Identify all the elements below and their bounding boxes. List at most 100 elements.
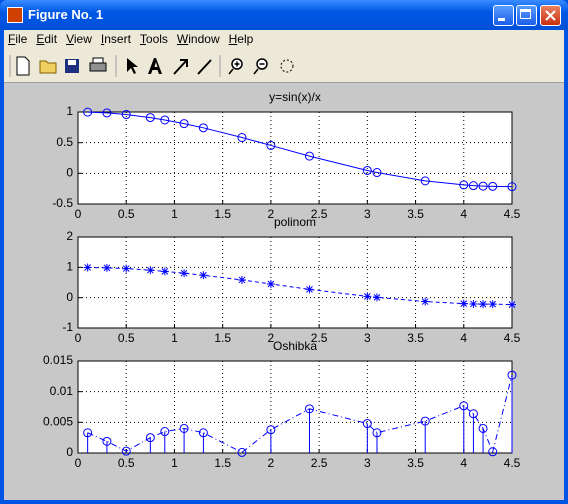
x-tick-label: 3 (364, 456, 371, 470)
x-tick-label: 2 (268, 331, 275, 345)
marker (420, 416, 430, 426)
marker (199, 271, 208, 280)
x-tick-label: 1 (171, 456, 178, 470)
marker (507, 370, 517, 380)
print-button[interactable] (89, 57, 107, 72)
line-button[interactable] (197, 59, 212, 75)
x-tick-label: 1.5 (214, 331, 231, 345)
marker (237, 133, 247, 143)
marker (121, 110, 131, 120)
marker (198, 123, 208, 133)
toolbar (4, 49, 564, 83)
axes (77, 236, 513, 329)
zoom-out-button[interactable] (253, 58, 268, 75)
y-tick-label: 0.5 (56, 135, 73, 149)
minimize-button[interactable] (493, 5, 514, 26)
select-button[interactable] (127, 58, 138, 74)
y-tick-label: 1 (66, 104, 73, 118)
x-tick-label: 4 (460, 456, 467, 470)
data-line (87, 374, 513, 454)
save-button[interactable] (65, 59, 79, 73)
marker (372, 428, 382, 438)
x-tick-label: 4 (460, 331, 467, 345)
toolbar-icons (9, 55, 294, 77)
x-tick-label: 2 (268, 456, 275, 470)
new-button[interactable] (16, 56, 30, 76)
marker (459, 401, 469, 411)
close-button[interactable] (540, 5, 561, 26)
x-tick-label: 4.5 (504, 207, 521, 221)
chart-title: y=sin(x)/x (269, 90, 321, 104)
x-tick-label: 2.5 (311, 456, 328, 470)
x-tick-label: 1 (171, 331, 178, 345)
marker (145, 433, 155, 443)
text-button[interactable] (148, 58, 162, 74)
marker (305, 285, 314, 294)
marker (362, 165, 372, 175)
menu-item[interactable]: Help (228, 32, 254, 46)
marker (468, 181, 478, 191)
rotate-button[interactable] (280, 59, 294, 73)
y-tick-label: 0 (66, 166, 73, 180)
menu-item[interactable]: Insert (100, 32, 131, 46)
axes (77, 360, 513, 454)
x-tick-label: 0.5 (118, 331, 135, 345)
x-tick-label: 1.5 (214, 207, 231, 221)
y-tick-label: 0.015 (43, 353, 73, 367)
title-bar: Figure No. 1 (0, 0, 568, 30)
marker (102, 263, 111, 272)
y-tick-label: 1 (66, 260, 73, 274)
x-tick-label: 1.5 (214, 456, 231, 470)
marker (479, 300, 488, 309)
x-tick-label: 3.5 (407, 331, 424, 345)
axes (77, 111, 513, 205)
chart-title: polinom (274, 215, 316, 229)
marker (372, 293, 381, 302)
x-tick-label: 3.5 (407, 207, 424, 221)
arrow-button[interactable] (173, 59, 188, 75)
window-icon (7, 7, 23, 23)
marker (160, 115, 170, 125)
marker (160, 427, 170, 437)
y-tick-label: 0 (66, 445, 73, 459)
marker (459, 299, 468, 308)
marker (179, 423, 189, 433)
window-title: Figure No. 1 (28, 7, 104, 22)
x-tick-label: 0.5 (118, 456, 135, 470)
marker (363, 292, 372, 301)
marker (488, 300, 497, 309)
y-tick-label: 2 (66, 229, 73, 243)
x-tick-label: 0 (75, 456, 82, 470)
marker (180, 269, 189, 278)
marker (372, 168, 382, 178)
x-tick-label: 0 (75, 207, 82, 221)
marker (266, 140, 276, 150)
marker (488, 181, 498, 191)
marker (102, 108, 112, 118)
maximize-button[interactable] (516, 5, 537, 26)
menu-item[interactable]: Tools (139, 32, 168, 46)
x-tick-label: 3 (364, 331, 371, 345)
x-tick-label: 4.5 (504, 331, 521, 345)
marker (198, 428, 208, 438)
y-tick-label: -0.5 (52, 196, 73, 210)
menu-item[interactable]: File (8, 32, 28, 46)
menu-item[interactable]: View (66, 32, 92, 46)
chart-title: Oshibka (273, 339, 317, 353)
marker (146, 266, 155, 275)
zoom-in-button[interactable] (228, 58, 243, 75)
open-button[interactable] (39, 60, 57, 74)
x-tick-label: 4.5 (504, 456, 521, 470)
marker (508, 300, 516, 309)
marker (145, 113, 155, 123)
marker (459, 180, 469, 190)
y-tick-label: 0.01 (50, 384, 74, 398)
marker (122, 264, 131, 273)
marker (237, 447, 247, 457)
marker (488, 447, 498, 457)
y-tick-label: -1 (62, 320, 73, 334)
menu-item[interactable]: Edit (36, 32, 58, 46)
menu-item[interactable]: Window (176, 32, 220, 46)
